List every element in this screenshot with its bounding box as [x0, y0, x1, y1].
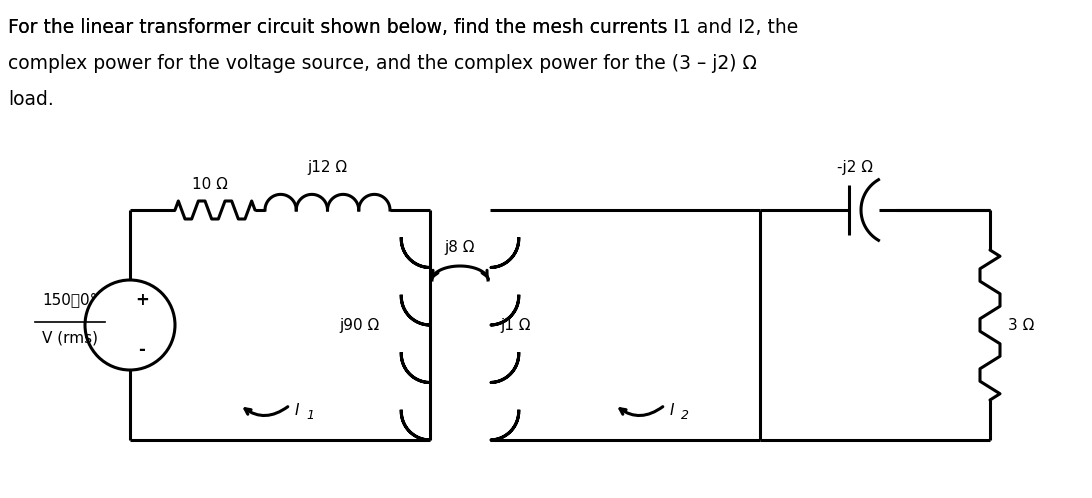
Text: 1: 1	[306, 408, 314, 421]
Text: 150⤄0°: 150⤄0°	[43, 292, 97, 307]
Text: -j2 Ω: -j2 Ω	[836, 160, 873, 175]
Text: j1 Ω: j1 Ω	[500, 318, 531, 333]
Text: 3 Ω: 3 Ω	[1008, 318, 1034, 333]
Text: j12 Ω: j12 Ω	[308, 160, 347, 175]
Text: I: I	[295, 402, 299, 417]
Text: -: -	[139, 341, 145, 359]
Text: 2: 2	[681, 408, 689, 421]
Text: j90 Ω: j90 Ω	[340, 318, 380, 333]
Text: load.: load.	[8, 90, 54, 109]
Text: complex power for the voltage source, and the complex power for the (3 – j2) Ω: complex power for the voltage source, an…	[8, 54, 757, 73]
Text: +: +	[135, 291, 149, 309]
Text: j8 Ω: j8 Ω	[444, 240, 475, 255]
Text: For the linear transformer circuit shown below, find the mesh currents I1 and I2: For the linear transformer circuit shown…	[8, 18, 798, 37]
Text: I: I	[670, 402, 675, 417]
Text: 10 Ω: 10 Ω	[192, 177, 228, 192]
Text: V (rms): V (rms)	[41, 330, 98, 345]
Text: For the linear transformer circuit shown below, find the mesh currents I: For the linear transformer circuit shown…	[8, 18, 679, 37]
